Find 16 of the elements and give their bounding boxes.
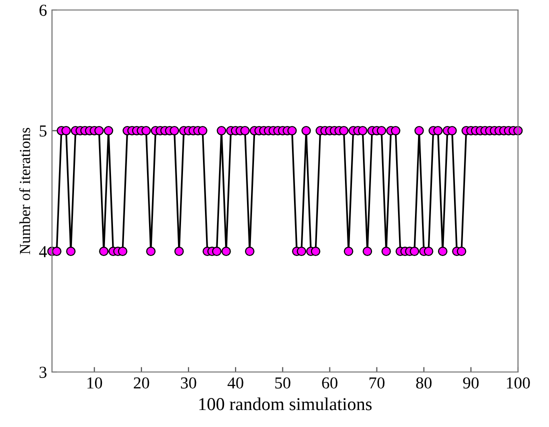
x-tick-label: 10 bbox=[87, 377, 102, 389]
x-tick-label: 90 bbox=[463, 377, 479, 389]
x-tick-label: 70 bbox=[370, 377, 384, 389]
x-tick-label: 30 bbox=[180, 377, 196, 389]
y-tick-label: 4 bbox=[39, 246, 47, 258]
x-tick-label: 40 bbox=[228, 377, 244, 389]
x-axis-title: 100 random simulations bbox=[199, 398, 372, 410]
y-tick-label: 3 bbox=[40, 366, 46, 378]
y-axis-title: Number of iterations bbox=[19, 128, 30, 254]
x-tick-label: 80 bbox=[416, 377, 432, 389]
x-tick-label: 50 bbox=[275, 377, 290, 389]
x-tick-label: 60 bbox=[322, 377, 338, 389]
y-tick-label: 6 bbox=[40, 4, 47, 16]
y-tick-label: 5 bbox=[40, 126, 46, 137]
x-tick-label: 20 bbox=[134, 377, 150, 389]
x-tick-label: 100 bbox=[506, 377, 530, 389]
